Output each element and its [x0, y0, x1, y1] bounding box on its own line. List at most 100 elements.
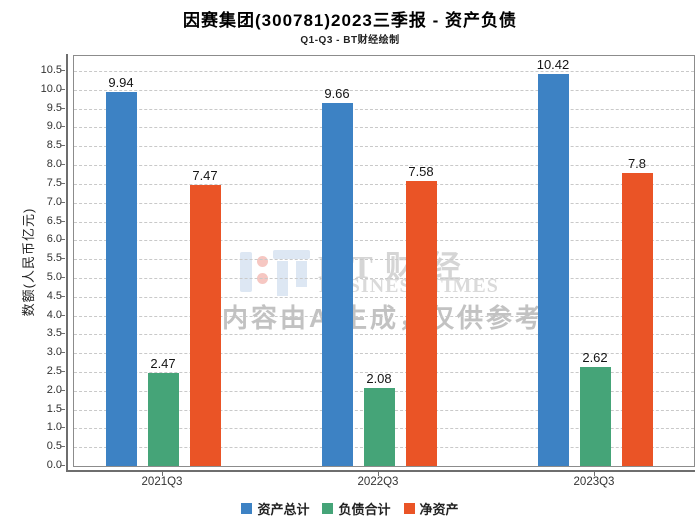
y-tick-mark [60, 446, 65, 448]
y-tick-label: 8.0 [46, 158, 62, 171]
x-category-label: 2023Q3 [573, 476, 615, 488]
y-tick-label: 2.5 [46, 364, 62, 377]
y-tick-mark [60, 145, 65, 147]
y-tick-label: 0.5 [46, 440, 62, 453]
y-tick-label: 6.0 [46, 233, 62, 246]
bar-value-label: 2.47 [150, 356, 176, 372]
bar-value-label: 7.47 [192, 168, 218, 184]
legend-label: 负债合计 [338, 501, 391, 517]
bar-total-liabilities-2023Q3 [579, 367, 611, 466]
bt-logo-pi-top [273, 250, 310, 259]
legend-swatch-total-liabilities [322, 502, 334, 514]
gridline [74, 165, 694, 167]
bar-net-assets-2022Q3 [405, 180, 437, 466]
x-category-label: 2021Q3 [141, 476, 183, 488]
x-tick-mark [378, 471, 379, 476]
y-tick-label: 5.0 [46, 270, 62, 283]
y-tick-mark [60, 352, 65, 354]
bar-value-label: 9.66 [324, 85, 350, 101]
gridline [74, 89, 694, 91]
chart-subtitle: Q1-Q3 - BT财经绘制 [300, 35, 400, 46]
y-tick-label: 7.0 [46, 195, 62, 208]
legend-item-net-assets: 净资产 [403, 499, 459, 518]
gridline [74, 146, 694, 148]
y-tick-mark [60, 333, 65, 335]
gridline [74, 127, 694, 129]
gridline [74, 183, 694, 185]
y-tick-mark [60, 408, 65, 410]
bar-value-label: 2.62 [582, 350, 608, 366]
y-axis-line [66, 54, 68, 472]
gridline [74, 259, 694, 261]
y-tick-label: 9.5 [46, 101, 62, 114]
y-tick-label: 2.0 [46, 383, 62, 396]
watermark-disclaimer: 内容由AI生成，仅供参考 [222, 303, 545, 333]
y-tick-mark [60, 314, 65, 316]
bar-value-label: 10.42 [536, 57, 570, 73]
bar-total-assets-2021Q3 [105, 92, 137, 466]
gridline [74, 353, 694, 355]
y-tick-mark [60, 239, 65, 241]
y-tick-label: 10.0 [40, 82, 62, 95]
x-tick-mark [594, 471, 595, 476]
y-tick-label: 6.5 [46, 214, 62, 227]
chart-title: 因赛集团(300781)2023三季报 - 资产负债 [183, 11, 517, 30]
y-tick-mark [60, 465, 65, 466]
gridline [74, 108, 694, 110]
gridline [74, 371, 694, 373]
bt-logo-icon [240, 246, 312, 298]
gridline [74, 296, 694, 298]
bt-logo-pi-leg [296, 261, 307, 287]
y-tick-mark [60, 182, 65, 184]
gridline [74, 277, 694, 279]
y-tick-label: 1.5 [46, 402, 62, 415]
y-tick-label: 5.5 [46, 252, 62, 265]
bt-logo-dot [257, 256, 268, 267]
legend-label: 资产总计 [257, 501, 310, 517]
y-tick-mark [60, 201, 65, 203]
bar-value-label: 9.94 [108, 75, 134, 91]
y-tick-mark [60, 276, 65, 278]
plot-area: BT财经 BUSINESS TIMES 内容由AI生成，仅供参考 9.94 2.4… [73, 55, 695, 467]
y-tick-label: 0.0 [46, 459, 62, 471]
gridline [74, 240, 694, 242]
y-tick-label: 8.5 [46, 139, 62, 152]
y-tick-mark [60, 220, 65, 222]
x-category-label: 2022Q3 [357, 476, 399, 488]
y-tick-mark [60, 389, 65, 391]
y-tick-mark [60, 126, 65, 128]
y-tick-mark [60, 164, 65, 166]
y-tick-label: 3.5 [46, 327, 62, 340]
bar-net-assets-2023Q3 [621, 172, 653, 466]
y-tick-label: 3.0 [46, 346, 62, 359]
gridline [74, 71, 694, 73]
y-tick-label: 1.0 [46, 421, 62, 434]
legend-swatch-net-assets [403, 502, 415, 514]
gridline [74, 202, 694, 204]
y-tick-label: 7.5 [46, 176, 62, 189]
bar-total-assets-2022Q3 [321, 102, 353, 466]
bar-total-assets-2023Q3 [537, 74, 569, 466]
y-tick-label: 9.0 [46, 120, 62, 133]
bt-logo-bar [240, 252, 252, 292]
gridline [74, 315, 694, 317]
y-tick-mark [60, 427, 65, 429]
bar-total-liabilities-2022Q3 [363, 387, 395, 466]
legend-item-total-assets: 资产总计 [241, 499, 309, 518]
gridline [74, 221, 694, 223]
bar-value-label: 7.58 [408, 163, 434, 179]
legend: 资产总计 负债合计 净资产 [0, 498, 700, 518]
y-tick-mark [60, 258, 65, 260]
y-tick-mark [60, 107, 65, 109]
y-tick-mark [60, 88, 65, 90]
bar-value-label: 7.8 [627, 155, 647, 171]
bar-net-assets-2021Q3 [189, 185, 221, 466]
x-tick-mark [162, 471, 163, 476]
gridline [74, 334, 694, 336]
y-tick-mark [60, 70, 65, 72]
legend-item-total-liabilities: 负债合计 [322, 499, 391, 518]
bar-value-label: 2.08 [366, 370, 392, 386]
y-tick-mark [60, 295, 65, 297]
y-tick-label: 4.0 [46, 308, 62, 321]
